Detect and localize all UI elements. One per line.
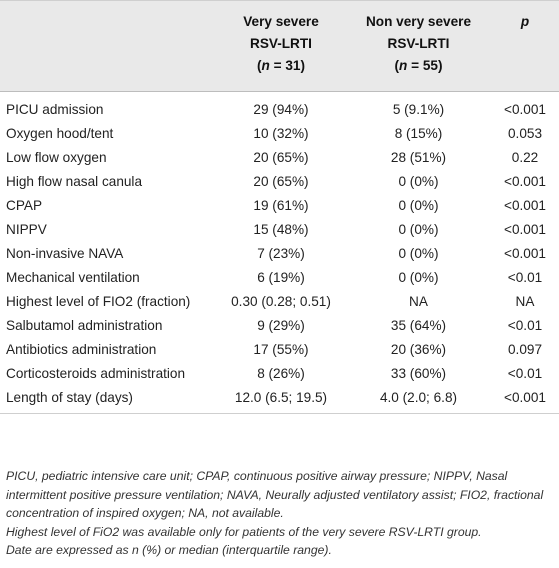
cell-p-value: NA xyxy=(515,294,535,309)
cell-p-value: <0.001 xyxy=(504,246,546,261)
table-row: Mechanical ventilation 6 (19%) 0 (0%) <0.01 xyxy=(0,266,559,290)
table-row: Low flow oxygen 20 (65%) 28 (51%) 0.22 xyxy=(0,146,559,170)
cell-very-severe: 7 (23%) xyxy=(257,246,305,261)
cell-non-very-severe: 33 (60%) xyxy=(390,366,447,381)
header-very-severe: Very severe RSV-LRTI (n = 31) xyxy=(216,0,346,92)
table-body: PICU admission 29 (94%) 5 (9.1%) <0.001 Oxyg… xyxy=(0,92,559,414)
footnote-abbreviations: PICU, pediatric intensive care unit; CPA… xyxy=(6,469,544,520)
table-footnotes: PICU, pediatric intensive care unit; CPA… xyxy=(6,467,555,560)
row-label: Mechanical ventilation xyxy=(6,270,140,285)
rsv-lrti-outcomes-table: Very severe RSV-LRTI (n = 31) Non very s… xyxy=(0,0,559,414)
cell-very-severe: 20 (65%) xyxy=(253,174,309,189)
header-non-very-severe-n: (n = 55) xyxy=(350,55,487,77)
footnote-fio2: Highest level of FiO2 was available only… xyxy=(6,524,482,539)
cell-non-very-severe: 5 (9.1%) xyxy=(392,102,445,118)
header-very-severe-n-label: n xyxy=(261,58,270,73)
cell-p-value: <0.001 xyxy=(504,102,546,118)
header-very-severe-line1: Very severe xyxy=(243,14,319,29)
cell-non-very-severe: 4.0 (2.0; 6.8) xyxy=(379,389,458,405)
cell-non-very-severe: 20 (36%) xyxy=(390,342,447,357)
row-label: Corticosteroids administration xyxy=(6,366,186,381)
row-label: CPAP xyxy=(6,198,43,213)
header-very-severe-n-value: = 31) xyxy=(269,58,305,73)
row-label: Salbutamol administration xyxy=(6,318,163,333)
cell-p-value: <0.01 xyxy=(507,270,543,285)
row-label: Length of stay (days) xyxy=(6,389,133,405)
cell-p-value: <0.01 xyxy=(507,318,543,333)
header-p-value: p xyxy=(491,0,559,92)
footnote-data-format: Date are expressed as n (%) or median (i… xyxy=(6,543,332,557)
row-label: Non-invasive NAVA xyxy=(6,246,124,261)
cell-non-very-severe: 35 (64%) xyxy=(390,318,447,333)
cell-non-very-severe: NA xyxy=(409,294,428,309)
cell-p-value: <0.001 xyxy=(504,174,546,189)
cell-non-very-severe: 0 (0%) xyxy=(398,246,439,261)
cell-very-severe: 6 (19%) xyxy=(257,270,305,285)
cell-p-value: 0.097 xyxy=(507,342,543,357)
cell-very-severe: 8 (26%) xyxy=(257,366,305,381)
header-very-severe-n: (n = 31) xyxy=(220,55,342,77)
row-label: High flow nasal canula xyxy=(6,174,143,189)
cell-non-very-severe: 0 (0%) xyxy=(398,222,439,237)
header-non-very-severe-line1: Non very severe xyxy=(365,14,472,29)
cell-p-value: <0.01 xyxy=(507,366,543,381)
table-row: PICU admission 29 (94%) 5 (9.1%) <0.001 xyxy=(0,92,559,122)
cell-non-very-severe: 28 (51%) xyxy=(390,150,447,165)
header-row: Very severe RSV-LRTI (n = 31) Non very s… xyxy=(0,0,559,92)
table-row: Salbutamol administration 9 (29%) 35 (64%)… xyxy=(0,314,559,338)
cell-p-value: <0.001 xyxy=(504,198,546,213)
cell-p-value: <0.001 xyxy=(504,222,546,237)
cell-very-severe: 9 (29%) xyxy=(257,318,305,333)
cell-very-severe: 10 (32%) xyxy=(253,126,309,141)
header-very-severe-n-open: ( xyxy=(257,58,262,73)
row-label: PICU admission xyxy=(6,102,104,118)
header-non-very-severe: Non very severe RSV-LRTI (n = 55) xyxy=(346,0,491,92)
table-row: NIPPV 15 (48%) 0 (0%) <0.001 xyxy=(0,218,559,242)
header-non-very-severe-n-open: ( xyxy=(394,58,400,73)
cell-non-very-severe: 0 (0%) xyxy=(398,198,439,213)
table-row: Length of stay (days) 12.0 (6.5; 19.5) 4.0… xyxy=(0,386,559,414)
table-row: Highest level of FIO2 (fraction) 0.30 (0.… xyxy=(0,290,559,314)
cell-very-severe: 17 (55%) xyxy=(253,342,309,357)
table-row: Corticosteroids administration 8 (26%) 33 … xyxy=(0,362,559,386)
cell-non-very-severe: 0 (0%) xyxy=(398,270,439,285)
cell-very-severe: 29 (94%) xyxy=(253,102,309,118)
cell-non-very-severe: 8 (15%) xyxy=(394,126,443,141)
table-row: Antibiotics administration 17 (55%) 20 (36… xyxy=(0,338,559,362)
cell-very-severe: 19 (61%) xyxy=(253,198,309,213)
cell-very-severe: 20 (65%) xyxy=(253,150,309,165)
header-non-very-severe-n-label: n xyxy=(399,58,408,73)
table-row: CPAP 19 (61%) 0 (0%) <0.001 xyxy=(0,194,559,218)
row-label: NIPPV xyxy=(6,222,47,237)
header-empty-cell xyxy=(0,0,216,92)
cell-non-very-severe: 0 (0%) xyxy=(398,174,439,189)
cell-p-value: <0.001 xyxy=(504,389,546,405)
cell-p-value: 0.053 xyxy=(507,126,543,141)
header-very-severe-line2: RSV-LRTI xyxy=(250,36,312,51)
cell-very-severe: 15 (48%) xyxy=(253,222,309,237)
table-row: Non-invasive NAVA 7 (23%) 0 (0%) <0.001 xyxy=(0,242,559,266)
header-non-very-severe-n-value: = 55) xyxy=(407,58,443,73)
data-table-container: Very severe RSV-LRTI (n = 31) Non very s… xyxy=(0,0,559,414)
header-non-very-severe-line2: RSV-LRTI xyxy=(387,36,450,51)
row-label: Highest level of FIO2 (fraction) xyxy=(6,294,191,309)
table-row: Oxygen hood/tent 10 (32%) 8 (15%) 0.053 xyxy=(0,122,559,146)
table-row: High flow nasal canula 20 (65%) 0 (0%) <0.0… xyxy=(0,170,559,194)
table-header: Very severe RSV-LRTI (n = 31) Non very s… xyxy=(0,0,559,92)
cell-p-value: 0.22 xyxy=(511,150,539,165)
cell-very-severe: 0.30 (0.28; 0.51) xyxy=(231,294,331,309)
row-label: Low flow oxygen xyxy=(6,150,107,165)
row-label: Antibiotics administration xyxy=(6,342,157,357)
cell-very-severe: 12.0 (6.5; 19.5) xyxy=(234,389,328,405)
row-label: Oxygen hood/tent xyxy=(6,126,114,141)
